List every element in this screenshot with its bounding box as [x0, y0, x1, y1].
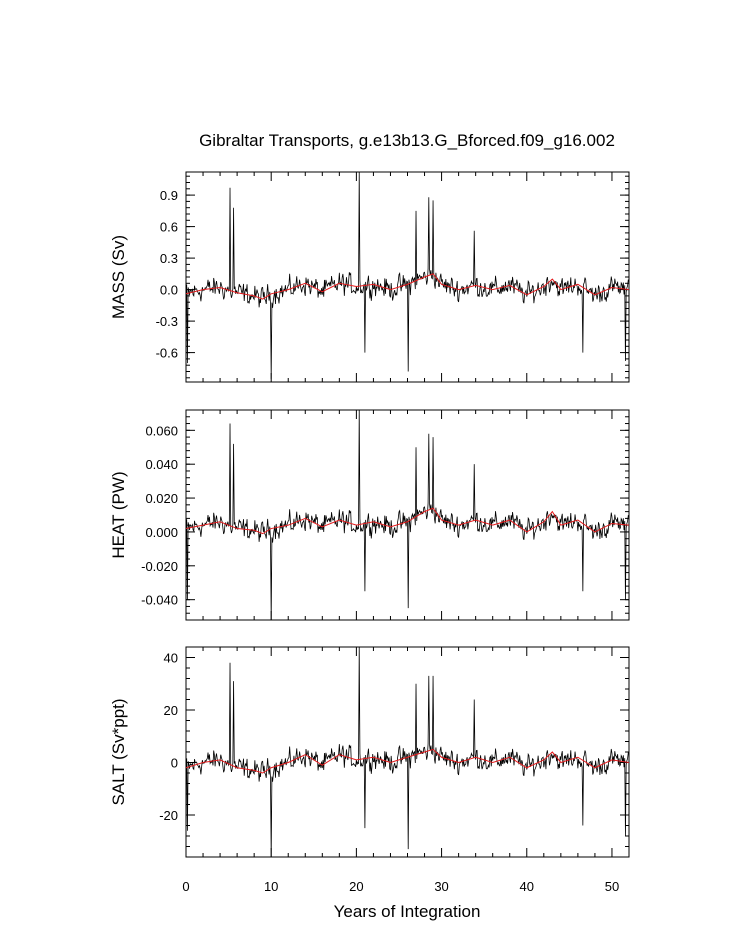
- mass-y-tick-label: -0.6: [156, 346, 178, 361]
- x-tick-label: 40: [520, 879, 534, 894]
- salt-y-tick-label: 0: [171, 756, 178, 771]
- heat-running-mean-series: [186, 507, 629, 535]
- mass-y-tick-label: -0.3: [156, 314, 178, 329]
- x-tick-label: 0: [182, 879, 189, 894]
- heat-y-tick-label: 0.040: [145, 457, 178, 472]
- salt-y-axis-title: SALT (Sv*ppt): [109, 698, 128, 805]
- heat-monthly-series: [186, 410, 629, 620]
- heat-y-axis-title: HEAT (PW): [109, 471, 128, 558]
- x-axis-title: Years of Integration: [334, 902, 481, 921]
- x-tick-label: 50: [605, 879, 619, 894]
- mass-y-axis-title: MASS (Sv): [109, 235, 128, 319]
- panel-heat: -0.040 -0.020 0.000 0.020 0.040 0.060 HEAT (PW…: [109, 409, 630, 621]
- mass-plot-frame: [185, 171, 630, 383]
- heat-y-tick-label: 0.060: [145, 423, 178, 438]
- chart-title: Gibraltar Transports, g.e13b13.G_Bforced…: [199, 131, 615, 150]
- x-tick-label: 20: [349, 879, 363, 894]
- salt-y-tick-label: 40: [164, 651, 178, 666]
- mass-running-mean-series: [186, 273, 629, 300]
- x-tick-label: 10: [264, 879, 278, 894]
- heat-y-tick-label: -0.040: [141, 593, 178, 608]
- heat-y-tick-label: 0.000: [145, 525, 178, 540]
- salt-running-mean-series: [186, 748, 629, 774]
- panel-mass: -0.6 -0.3 0.0 0.3 0.6 0.9 MASS (Sv): [109, 171, 630, 383]
- mass-y-tick-label: 0.6: [160, 220, 178, 235]
- salt-monthly-series: [186, 647, 629, 857]
- salt-y-tick-label: -20: [159, 808, 178, 823]
- heat-y-tick-label: 0.020: [145, 491, 178, 506]
- mass-y-tick-label: 0.3: [160, 251, 178, 266]
- mass-y-tick-label: 0.9: [160, 188, 178, 203]
- panel-salt: -20 0 20 40 SALT (Sv*ppt) 0 10 20 30 40 50: [109, 646, 630, 894]
- salt-y-tick-label: 20: [164, 703, 178, 718]
- x-tick-label: 30: [434, 879, 448, 894]
- mass-monthly-series: [186, 172, 629, 379]
- mass-y-tick-label: 0.0: [160, 283, 178, 298]
- heat-y-tick-label: -0.020: [141, 559, 178, 574]
